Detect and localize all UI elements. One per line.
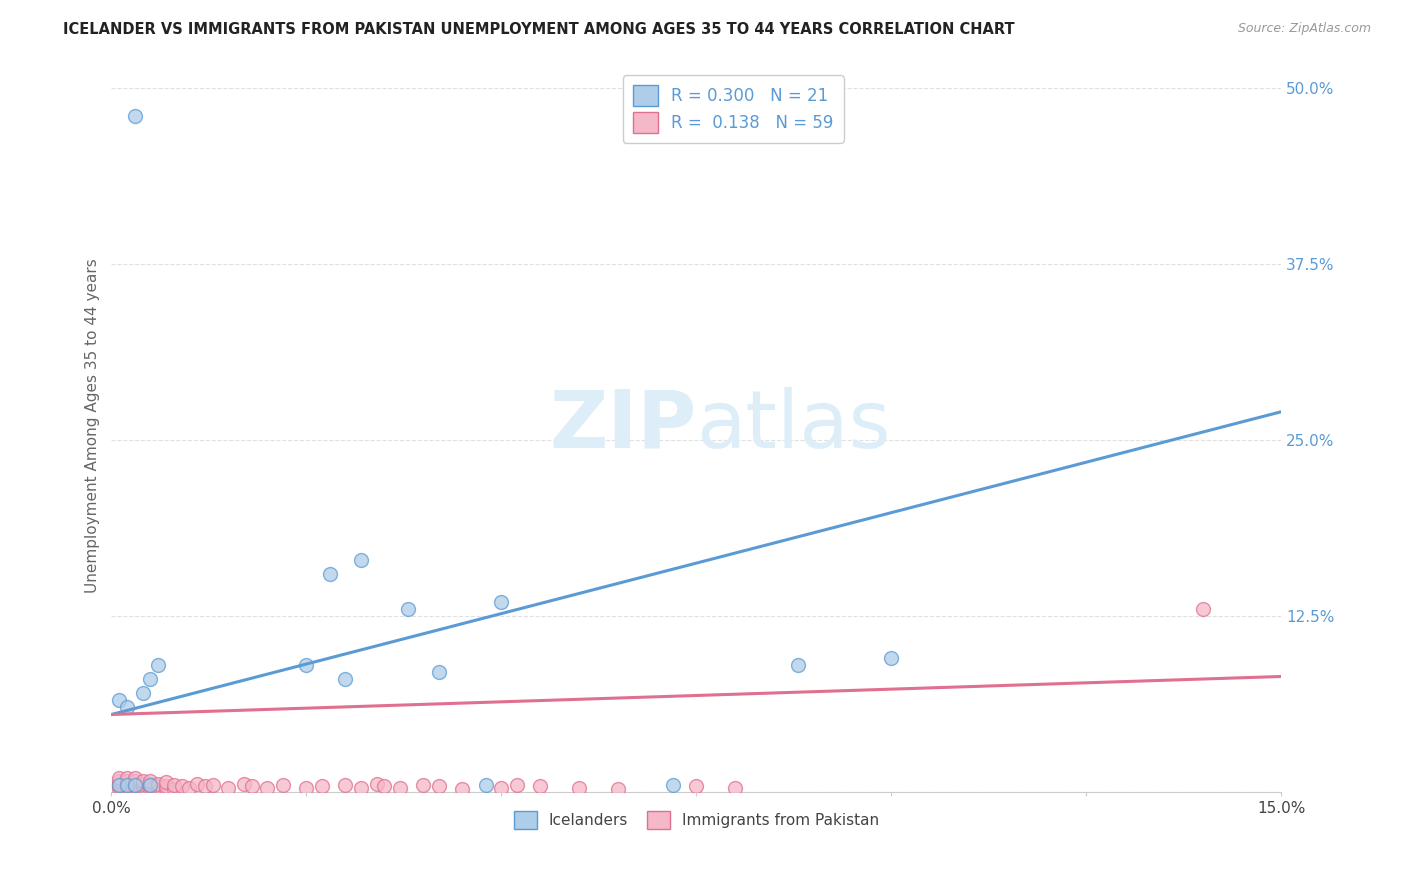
Point [350, 552, 373, 566]
Point [124, 780, 146, 794]
Point [491, 595, 513, 609]
Point [131, 780, 153, 794]
Point [131, 782, 153, 797]
Point [124, 782, 146, 797]
Point [124, 109, 146, 123]
Point [148, 782, 170, 797]
Point [568, 780, 591, 795]
Point [491, 780, 513, 795]
Point [115, 776, 138, 790]
Point [115, 771, 138, 785]
Point [319, 566, 342, 581]
Point [607, 782, 630, 797]
Point [396, 602, 419, 616]
Point [108, 773, 131, 788]
Point [148, 780, 170, 794]
Point [115, 780, 138, 794]
Point [115, 778, 138, 792]
Point [108, 782, 131, 797]
Point [155, 782, 177, 797]
Text: ZIP: ZIP [550, 387, 696, 465]
Point [131, 773, 153, 788]
Point [148, 658, 170, 673]
Text: ICELANDER VS IMMIGRANTS FROM PAKISTAN UNEMPLOYMENT AMONG AGES 35 TO 44 YEARS COR: ICELANDER VS IMMIGRANTS FROM PAKISTAN UN… [63, 22, 1015, 37]
Point [335, 673, 357, 687]
Y-axis label: Unemployment Among Ages 35 to 44 years: Unemployment Among Ages 35 to 44 years [86, 259, 100, 593]
Point [451, 782, 474, 797]
Point [786, 658, 808, 673]
Point [170, 780, 193, 794]
Point [155, 775, 177, 789]
Point [427, 780, 450, 794]
Point [139, 776, 162, 790]
Point [427, 665, 450, 680]
Point [124, 776, 146, 790]
Point [139, 782, 162, 797]
Point [373, 780, 395, 794]
Point [389, 780, 412, 795]
Text: Source: ZipAtlas.com: Source: ZipAtlas.com [1237, 22, 1371, 36]
Legend: Icelanders, Immigrants from Pakistan: Icelanders, Immigrants from Pakistan [508, 805, 884, 836]
Point [108, 780, 131, 794]
Point [350, 780, 373, 795]
Point [148, 776, 170, 790]
Point [186, 776, 208, 790]
Point [163, 782, 186, 797]
Point [139, 778, 162, 792]
Point [139, 673, 162, 687]
Point [108, 778, 131, 792]
Point [115, 782, 138, 797]
Point [115, 700, 138, 714]
Point [724, 780, 747, 795]
Point [475, 778, 498, 792]
Point [529, 780, 551, 794]
Point [179, 780, 201, 795]
Point [201, 778, 224, 792]
Point [295, 780, 318, 795]
Point [256, 780, 278, 795]
Point [662, 778, 685, 792]
Point [139, 773, 162, 788]
Point [124, 773, 146, 788]
Point [1192, 602, 1215, 616]
Point [506, 778, 529, 792]
Point [131, 776, 153, 790]
Point [217, 780, 239, 795]
Point [131, 686, 153, 700]
Text: atlas: atlas [696, 387, 891, 465]
Point [233, 776, 256, 790]
Point [163, 778, 186, 792]
Point [115, 773, 138, 788]
Point [271, 778, 294, 792]
Point [139, 780, 162, 794]
Point [295, 658, 318, 673]
Point [240, 780, 263, 794]
Point [155, 780, 177, 794]
Point [194, 780, 217, 794]
Point [108, 693, 131, 707]
Point [108, 776, 131, 790]
Point [685, 780, 707, 794]
Point [311, 780, 333, 794]
Point [412, 778, 434, 792]
Point [124, 771, 146, 785]
Point [366, 776, 388, 790]
Point [124, 778, 146, 792]
Point [108, 771, 131, 785]
Point [335, 778, 357, 792]
Point [880, 651, 903, 665]
